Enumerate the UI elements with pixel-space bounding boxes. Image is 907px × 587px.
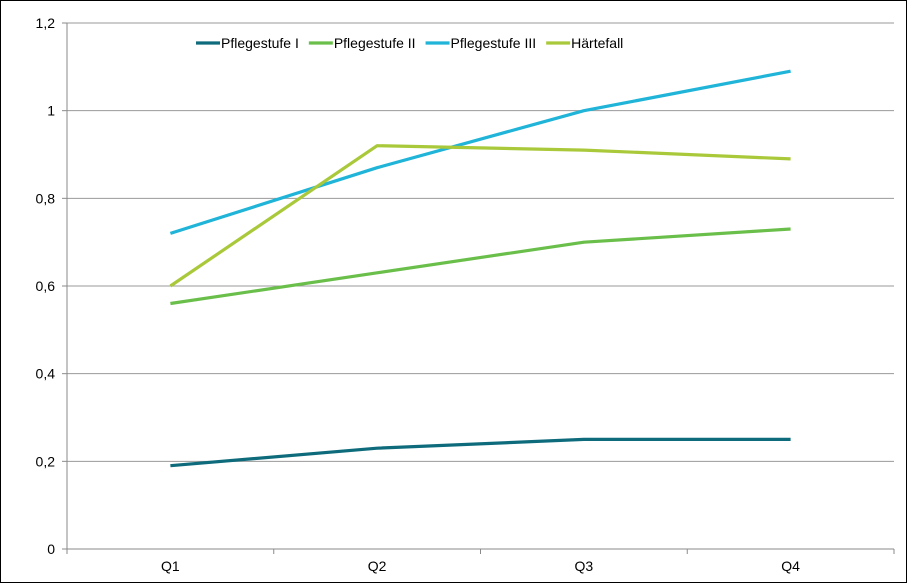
x-tick-label: Q3 [575, 558, 594, 574]
y-tick-label: 0 [47, 541, 55, 557]
y-tick-label: 1,2 [36, 15, 56, 31]
series-lines [169, 69, 791, 468]
legend-label: Pflegestufe III [451, 35, 537, 51]
y-tick-label: 0,4 [36, 366, 56, 382]
y-tick-label: 0,2 [36, 453, 56, 469]
y-tick-label: 1 [47, 103, 55, 119]
legend: Pflegestufe I Pflegestufe II Pflegestufe I… [196, 35, 623, 51]
legend-label: Pflegestufe II [334, 35, 416, 51]
x-tick-label: Q2 [368, 558, 387, 574]
legend-label: Pflegestufe I [221, 35, 299, 51]
series-line-4 [169, 144, 791, 288]
x-tick-label: Q4 [781, 558, 800, 574]
x-tick-label: Q1 [161, 558, 180, 574]
gridlines [67, 22, 894, 462]
series-line-3 [169, 69, 791, 235]
y-tick-label: 0,8 [36, 190, 56, 206]
series-line-1 [170, 437, 791, 468]
series-line-2 [170, 227, 791, 306]
legend-label: Härtefall [571, 35, 623, 51]
y-tick-label: 0,6 [36, 278, 56, 294]
axes: 0 0,2 0,4 0,6 0,8 1 1,2 Q1 Q2 Q3 Q4 [36, 15, 895, 574]
